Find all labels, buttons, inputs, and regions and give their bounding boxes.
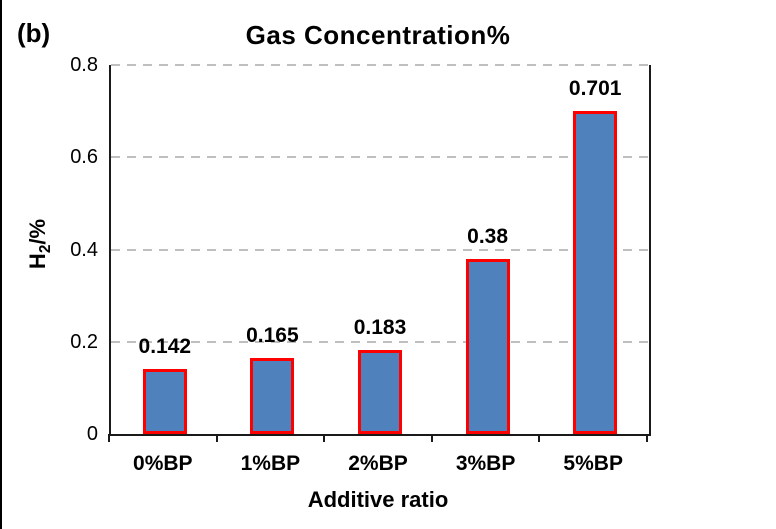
x-axis-title: Additive ratio [307, 487, 449, 512]
bar-3%BP [465, 258, 510, 434]
plot-area: 0.142 0.165 0.183 0.38 0.701 [109, 64, 651, 436]
bar-0%BP [142, 368, 187, 434]
bar-value-label-1%BP: 0.165 [246, 323, 299, 347]
panel-label: (b) [17, 18, 51, 48]
y-tick-label-0.6: 0.6 [70, 146, 98, 169]
bar-value-label-2%BP: 0.183 [353, 315, 407, 339]
y-tick-label-0.8: 0.8 [70, 54, 98, 76]
y-tick-label-0.4: 0.4 [70, 238, 98, 261]
x-tick-label-1%BP: 1%BP [240, 452, 301, 475]
bar-value-label-5%BP: 0.701 [568, 76, 622, 100]
gridline-0.6 [111, 156, 649, 159]
bar-5%BP [573, 110, 618, 434]
x-tick-label-0%BP: 0%BP [133, 452, 193, 475]
gridline-0.4 [111, 248, 649, 251]
bar-1%BP [250, 357, 295, 434]
x-axis-tick-mark [430, 434, 433, 442]
y-tick-label-0: 0 [86, 423, 98, 445]
x-tick-label-5%BP: 5%BP [563, 452, 623, 475]
x-axis-tick-mark [215, 434, 218, 442]
bar-value-label-0%BP: 0.142 [138, 334, 192, 358]
chart-title: Gas Concentration% [245, 20, 511, 50]
y-tick-label-0.2: 0.2 [70, 330, 98, 353]
bar-2%BP [358, 349, 402, 434]
gridline-0.2 [111, 340, 649, 343]
gridline-0.8 [111, 64, 649, 66]
x-tick-label-2%BP: 2%BP [348, 452, 408, 475]
bar-value-label-3%BP: 0.38 [467, 224, 509, 248]
x-axis-tick-mark [108, 434, 110, 442]
x-axis-tick-mark [646, 434, 648, 442]
x-axis-tick-mark [323, 434, 326, 442]
x-tick-label-3%BP: 3%BP [455, 452, 516, 475]
x-axis-tick-mark [538, 434, 541, 442]
